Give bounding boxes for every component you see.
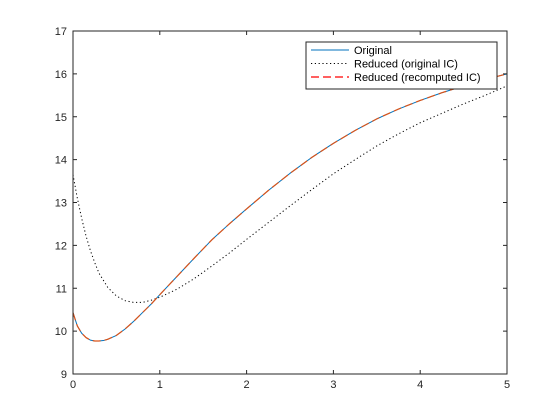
- series-layer: [72, 73, 508, 342]
- y-tick-label: 17: [55, 26, 67, 38]
- x-tick-label: 0: [70, 379, 76, 391]
- y-tick-label: 15: [55, 112, 67, 124]
- x-tick-label: 3: [330, 379, 336, 391]
- legend: Original Reduced (original IC)Reduced (re…: [305, 41, 498, 90]
- legend-label-reduced-original-ic: Reduced (original IC): [354, 59, 458, 71]
- x-tick-label: 4: [417, 379, 423, 391]
- y-tick-label: 11: [56, 283, 67, 295]
- legend-label-original: Original: [354, 45, 392, 57]
- y-tick-label: 10: [55, 326, 67, 338]
- x-tick-label: 5: [504, 379, 510, 391]
- legend-label-reduced-recomputed-ic: Reduced (recomputed IC): [354, 72, 481, 84]
- y-tick-label: 12: [55, 240, 67, 252]
- y-tick-label: 9: [61, 369, 67, 381]
- x-tick-label: 2: [244, 379, 250, 391]
- y-tick-label: 13: [55, 198, 67, 210]
- series-line-reduced-recomputed-ic: [72, 73, 508, 342]
- x-tick-label: 1: [157, 379, 163, 391]
- y-tick-label: 16: [55, 69, 67, 81]
- y-tick-label: 14: [55, 155, 67, 167]
